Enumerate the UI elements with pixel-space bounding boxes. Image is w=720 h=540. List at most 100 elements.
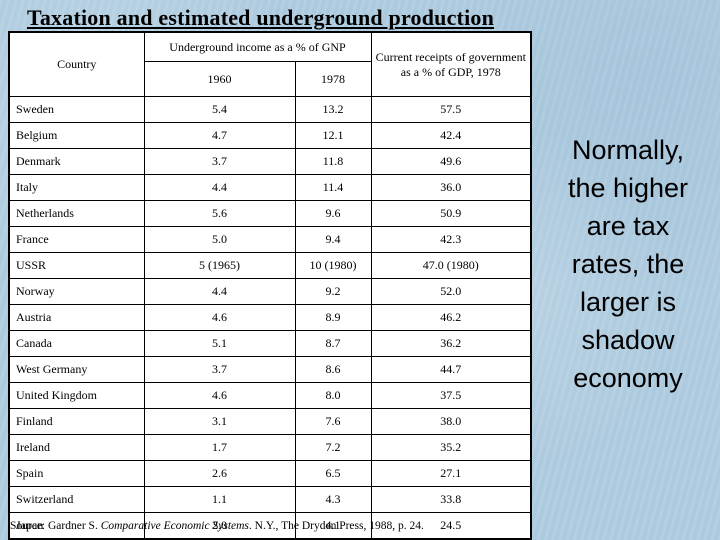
cell-receipts: 35.2 <box>370 434 532 461</box>
cell-receipts: 38.0 <box>370 408 532 435</box>
table-row: Finland 3.1 7.6 38.0 <box>8 408 532 435</box>
table-row: Italy 4.4 11.4 36.0 <box>8 174 532 201</box>
cell-country: Netherlands <box>8 200 145 227</box>
cell-1978: 9.6 <box>294 200 372 227</box>
column-header-1978: 1978 <box>294 61 372 97</box>
cell-1960: 3.7 <box>143 148 296 175</box>
table-header: Country Underground income as a % of GNP… <box>8 31 532 97</box>
header-row-years: 1960 1978 <box>9 61 531 97</box>
source-prefix: Source: Gardner S. <box>10 520 101 532</box>
cell-receipts: 57.5 <box>370 96 532 123</box>
cell-receipts: 52.0 <box>370 278 532 305</box>
cell-1978: 12.1 <box>294 122 372 149</box>
column-header-receipts: Current receipts of government as a % of… <box>370 31 532 97</box>
cell-1978: 8.6 <box>294 356 372 383</box>
cell-1978: 7.2 <box>294 434 372 461</box>
cell-1960: 3.1 <box>143 408 296 435</box>
cell-country: Switzerland <box>8 486 145 513</box>
cell-1960: 4.7 <box>143 122 296 149</box>
side-note: Normally, the higher are tax rates, the … <box>567 135 689 393</box>
cell-1978: 8.9 <box>294 304 372 331</box>
cell-country: West Germany <box>8 356 145 383</box>
cell-1978: 4.1 <box>294 512 372 540</box>
column-header-1960: 1960 <box>143 61 296 97</box>
cell-1960: 3.7 <box>143 356 296 383</box>
source-book-title: Comparative Economic Systems <box>100 520 249 532</box>
table-row: West Germany 3.7 8.6 44.7 <box>8 356 532 383</box>
table-row: Belgium 4.7 12.1 42.4 <box>8 122 532 149</box>
table-row: Denmark 3.7 11.8 49.6 <box>8 148 532 175</box>
cell-1978: 7.6 <box>294 408 372 435</box>
cell-1960: 2.6 <box>143 460 296 487</box>
table-row: Japan 2.0 4.1 24.5 <box>8 512 532 540</box>
cell-1960: 2.0 <box>143 512 296 540</box>
cell-1978: 11.4 <box>294 174 372 201</box>
table-row: Canada 5.1 8.7 36.2 <box>8 330 532 357</box>
cell-1960: 1.1 <box>143 486 296 513</box>
table-row: Netherlands 5.6 9.6 50.9 <box>8 200 532 227</box>
cell-country: Finland <box>8 408 145 435</box>
cell-receipts: 36.2 <box>370 330 532 357</box>
table-row: Ireland 1.7 7.2 35.2 <box>8 434 532 461</box>
cell-1978: 13.2 <box>294 96 372 123</box>
cell-1978: 10 (1980) <box>294 252 372 279</box>
cell-country: Austria <box>8 304 145 331</box>
cell-receipts: 50.9 <box>370 200 532 227</box>
table-row: Sweden 5.4 13.2 57.5 <box>8 96 532 123</box>
cell-receipts: 36.0 <box>370 174 532 201</box>
cell-1960: 5.4 <box>143 96 296 123</box>
table-row: United Kingdom 4.6 8.0 37.5 <box>8 382 532 409</box>
table-row: USSR 5 (1965) 10 (1980) 47.0 (1980) <box>8 252 532 279</box>
cell-receipts: 24.5 <box>370 512 532 540</box>
cell-1960: 5 (1965) <box>143 252 296 279</box>
cell-country: Italy <box>8 174 145 201</box>
cell-1978: 6.5 <box>294 460 372 487</box>
column-header-country: Country <box>8 31 145 97</box>
cell-receipts: 47.0 (1980) <box>370 252 532 279</box>
page-title: Taxation and estimated underground produ… <box>27 5 495 30</box>
underground-production-table: Country Underground income as a % of GNP… <box>8 31 533 540</box>
cell-country: Belgium <box>8 122 145 149</box>
cell-receipts: 33.8 <box>370 486 532 513</box>
cell-receipts: 42.3 <box>370 226 532 253</box>
cell-receipts: 44.7 <box>370 356 532 383</box>
cell-receipts: 37.5 <box>370 382 532 409</box>
cell-1978: 9.4 <box>294 226 372 253</box>
table-row: Norway 4.4 9.2 52.0 <box>8 278 532 305</box>
cell-receipts: 27.1 <box>370 460 532 487</box>
cell-1960: 4.4 <box>143 174 296 201</box>
cell-1978: 11.8 <box>294 148 372 175</box>
cell-country: Spain <box>8 460 145 487</box>
cell-receipts: 46.2 <box>370 304 532 331</box>
cell-country: Denmark <box>8 148 145 175</box>
cell-1960: 5.0 <box>143 226 296 253</box>
cell-1978: 8.7 <box>294 330 372 357</box>
cell-country: USSR <box>8 252 145 279</box>
table-row: Austria 4.6 8.9 46.2 <box>8 304 532 331</box>
table-body: Sweden 5.4 13.2 57.5 Belgium 4.7 12.1 42.4 Denma… <box>8 96 532 540</box>
cell-1978: 9.2 <box>294 278 372 305</box>
cell-1960: 5.6 <box>143 200 296 227</box>
cell-receipts: 49.6 <box>370 148 532 175</box>
table-row: Spain 2.6 6.5 27.1 <box>8 460 532 487</box>
cell-1978: 4.3 <box>294 486 372 513</box>
cell-1960: 4.6 <box>143 382 296 409</box>
cell-1960: 4.6 <box>143 304 296 331</box>
cell-1960: 5.1 <box>143 330 296 357</box>
cell-country: Sweden <box>8 96 145 123</box>
cell-country: Norway <box>8 278 145 305</box>
column-header-underground-income: Underground income as a % of GNP <box>143 31 372 62</box>
cell-1960: 4.4 <box>143 278 296 305</box>
header-row-top: Country Underground income as a % of GNP… <box>8 31 532 97</box>
cell-1978: 8.0 <box>294 382 372 409</box>
source-suffix: . N.Y., The Dryden Press, 1988, p. 24. <box>248 520 424 532</box>
table-row: Switzerland 1.1 4.3 33.8 <box>8 486 532 513</box>
cell-country: Canada <box>8 330 145 357</box>
cell-receipts: 42.4 <box>370 122 532 149</box>
cell-country: United Kingdom <box>8 382 145 409</box>
cell-1960: 1.7 <box>143 434 296 461</box>
source-citation: Source: Gardner S. Comparative Economic … <box>10 520 424 532</box>
cell-country: Ireland <box>8 434 145 461</box>
table-row: France 5.0 9.4 42.3 <box>8 226 532 253</box>
cell-country: France <box>8 226 145 253</box>
